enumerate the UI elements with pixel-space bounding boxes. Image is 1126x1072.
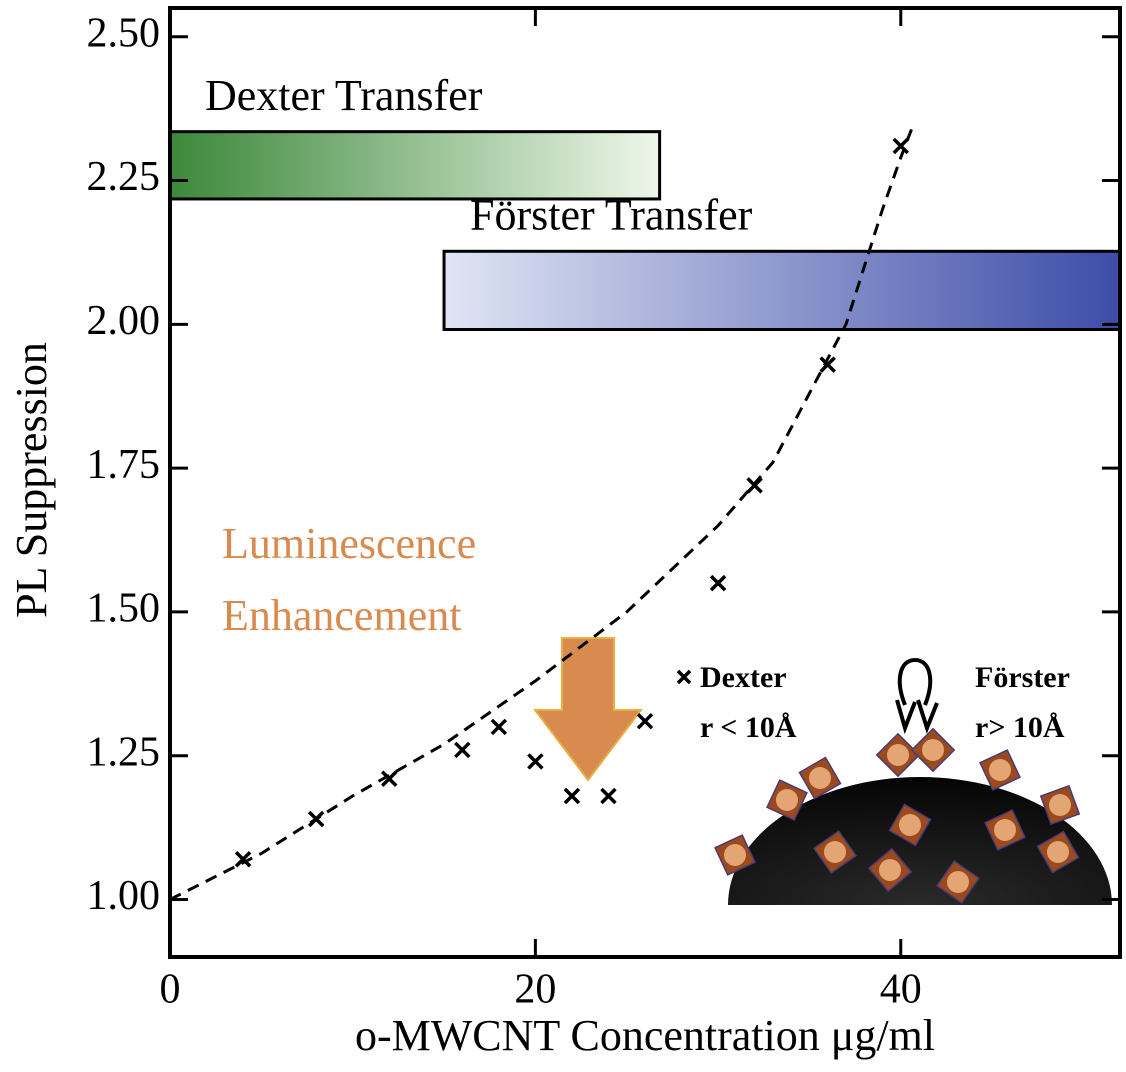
band [444, 251, 1120, 329]
ligand-core [824, 841, 846, 863]
enhancement-arrow [535, 638, 641, 780]
y-tick-label: 2.50 [87, 10, 161, 56]
legend-label: Dexter [700, 661, 787, 694]
data-point [711, 576, 725, 590]
y-tick-label: 1.75 [87, 442, 161, 488]
y-axis-label: PL Suppression [7, 342, 56, 618]
y-tick-label: 1.00 [87, 873, 161, 919]
data-point [528, 754, 542, 768]
ligand-core [879, 859, 901, 881]
ligand-core [1049, 794, 1071, 816]
chart: PL Suppression o-MWCNT Concentration μg/… [0, 0, 1126, 1072]
annotation: r> 10Å [975, 711, 1065, 744]
x-tick-label: 40 [880, 967, 922, 1013]
annotation: r < 10Å [700, 711, 797, 744]
ligand-core [724, 844, 746, 866]
annotation: Luminescence [222, 519, 476, 568]
band-label: Dexter Transfer [205, 71, 483, 120]
ligand-core [922, 739, 944, 761]
ligand-core [776, 789, 798, 811]
y-tick-label: 1.25 [87, 729, 161, 775]
legend-marker [678, 671, 690, 683]
data-point [601, 789, 615, 803]
annotation: Enhancement [222, 591, 461, 640]
annotation: Förster [975, 661, 1070, 694]
data-point [309, 812, 323, 826]
y-tick-label: 1.50 [87, 586, 161, 632]
data-point [638, 714, 652, 728]
x-tick-label: 0 [160, 967, 181, 1013]
nanotube-schematic [715, 660, 1112, 905]
data-point [492, 720, 506, 734]
x-tick-label: 20 [514, 967, 556, 1013]
y-tick-label: 2.25 [87, 154, 161, 200]
ligand-core [809, 767, 831, 789]
y-tick-label: 2.00 [87, 298, 161, 344]
ligand-core [899, 814, 921, 836]
ligand-core [989, 759, 1011, 781]
x-axis-label: o-MWCNT Concentration μg/ml [355, 1011, 935, 1060]
band [170, 132, 660, 199]
data-point [748, 478, 762, 492]
data-point [565, 789, 579, 803]
ligand-core [994, 819, 1016, 841]
ligand-core [1047, 841, 1069, 863]
ligand-core [887, 744, 909, 766]
fit-curve [170, 129, 912, 900]
data-point [455, 743, 469, 757]
ligand-core [947, 871, 969, 893]
band-label: Förster Transfer [470, 190, 753, 239]
data-point [894, 139, 908, 153]
